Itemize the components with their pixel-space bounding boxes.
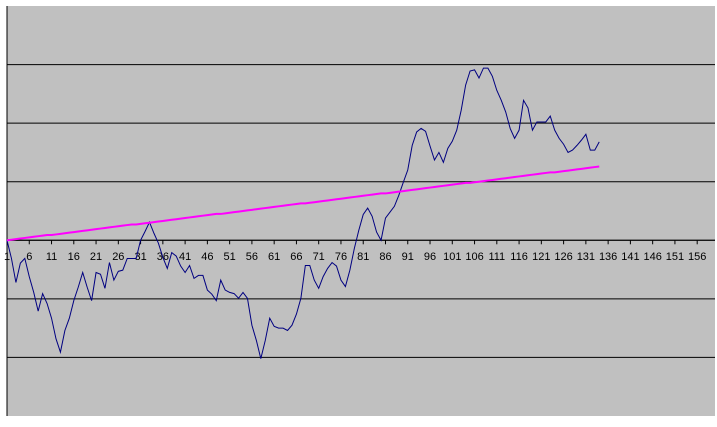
x-tick-label: 101 bbox=[443, 251, 461, 263]
x-tick-label: 6 bbox=[26, 251, 32, 263]
series-line bbox=[6, 67, 600, 359]
x-tick-label: 41 bbox=[179, 251, 191, 263]
x-tick-label: 91 bbox=[402, 251, 414, 263]
x-tick-label: 111 bbox=[488, 251, 505, 263]
x-tick-label: 126 bbox=[554, 251, 572, 263]
x-tick-label: 131 bbox=[577, 251, 595, 263]
series-line bbox=[6, 165, 600, 242]
x-tick-label: 1 bbox=[4, 251, 10, 263]
x-tick-label: 71 bbox=[313, 251, 325, 263]
x-tick-label: 66 bbox=[290, 251, 302, 263]
x-tick-label: 106 bbox=[465, 251, 483, 263]
x-tick-label: 96 bbox=[424, 251, 436, 263]
x-tick-label: 61 bbox=[268, 251, 280, 263]
x-tick-label: 21 bbox=[90, 251, 102, 263]
x-tick-label: 76 bbox=[335, 251, 347, 263]
x-tick-label: 11 bbox=[46, 251, 57, 263]
x-tick-label: 86 bbox=[379, 251, 391, 263]
x-tick-label: 151 bbox=[666, 251, 684, 263]
plot-area bbox=[7, 6, 715, 416]
x-tick-label: 116 bbox=[510, 251, 528, 263]
x-tick-label: 141 bbox=[621, 251, 639, 263]
x-tick-label: 46 bbox=[201, 251, 213, 263]
x-tick-label: 146 bbox=[643, 251, 661, 263]
x-tick-label: 136 bbox=[599, 251, 617, 263]
x-tick-label: 56 bbox=[246, 251, 258, 263]
x-tick-label: 26 bbox=[112, 251, 124, 263]
x-tick-label: 81 bbox=[357, 251, 369, 263]
x-tick-label: 51 bbox=[224, 251, 236, 263]
x-tick-label: 16 bbox=[68, 251, 80, 263]
x-tick-label: 121 bbox=[532, 251, 550, 263]
x-tick-label: 156 bbox=[688, 251, 706, 263]
